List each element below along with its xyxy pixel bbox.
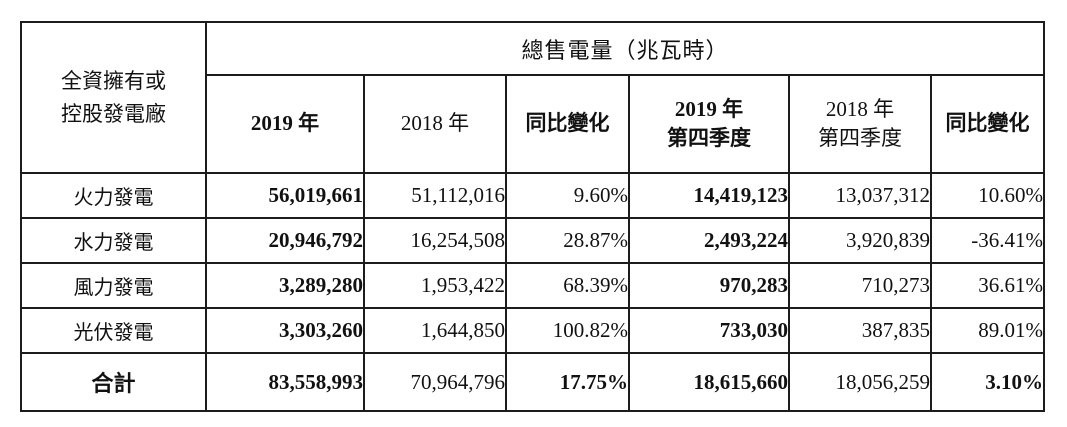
row-label-total: 合計 — [20, 352, 207, 412]
corner-header-line2: 控股發電廠 — [61, 101, 166, 126]
col-header-2018-label: 2018 年 — [400, 111, 470, 136]
col-header-2018-q4-line1: 2018 年 — [825, 96, 895, 121]
row-label-thermal: 火力發電 — [20, 172, 207, 219]
col-header-2019-q4: 2019 年 第四季度 — [628, 74, 790, 174]
cell-solar-2018q4: 387,835 — [788, 307, 932, 354]
cell-thermal-yoy: 9.60% — [505, 172, 630, 219]
col-header-2018-q4: 2018 年 第四季度 — [788, 74, 932, 174]
cell-solar-2018: 1,644,850 — [363, 307, 507, 354]
cell-hydro-2018: 16,254,508 — [363, 217, 507, 264]
row-wind-power: 風力發電 3,289,280 1,953,422 68.39% 970,283 … — [20, 262, 1046, 309]
cell-wind-2018: 1,953,422 — [363, 262, 507, 309]
cell-thermal-2019q4: 14,419,123 — [628, 172, 790, 219]
col-header-2019: 2019 年 — [205, 74, 365, 174]
cell-wind-2018q4: 710,273 — [788, 262, 932, 309]
col-header-yoy-annual-label: 同比變化 — [525, 111, 610, 136]
cell-solar-2019: 3,303,260 — [205, 307, 365, 354]
row-label-wind: 風力發電 — [20, 262, 207, 309]
column-header-row: 2019 年 2018 年 同比變化 2019 年 第四季度 2018 年 第四… — [21, 74, 1046, 174]
cell-solar-yoy-q4: 89.01% — [929, 307, 1046, 354]
cell-total-2019q4: 18,615,660 — [628, 352, 790, 412]
col-header-2019-label: 2019 年 — [250, 111, 320, 136]
cell-solar-2019q4: 733,030 — [628, 307, 790, 354]
row-thermal-power: 火力發電 56,019,661 51,112,016 9.60% 14,419,… — [20, 172, 1046, 219]
cell-wind-2019: 3,289,280 — [205, 262, 365, 309]
cell-thermal-yoy-q4: 10.60% — [929, 172, 1046, 219]
cell-thermal-2018: 51,112,016 — [363, 172, 507, 219]
cell-total-2018q4: 18,056,259 — [788, 352, 932, 412]
cell-thermal-2018q4: 13,037,312 — [788, 172, 932, 219]
cell-total-2019: 83,558,993 — [205, 352, 365, 412]
cell-hydro-yoy-q4: -36.41% — [929, 217, 1046, 264]
col-header-2019-q4-line1: 2019 年 — [674, 96, 744, 121]
cell-hydro-2018q4: 3,920,839 — [788, 217, 932, 264]
cell-hydro-yoy: 28.87% — [505, 217, 630, 264]
group-header-row: 全資擁有或 控股發電廠 總售電量（兆瓦時） — [20, 21, 1046, 174]
row-total: 合計 83,558,993 70,964,796 17.75% 18,615,6… — [20, 352, 1046, 412]
group-header-total-sales: 總售電量（兆瓦時） — [204, 21, 1046, 76]
row-hydro-power: 水力發電 20,946,792 16,254,508 28.87% 2,493,… — [20, 217, 1046, 264]
cell-wind-yoy-q4: 36.61% — [929, 262, 1046, 309]
cell-wind-yoy: 68.39% — [505, 262, 630, 309]
cell-wind-2019q4: 970,283 — [628, 262, 790, 309]
col-header-2018-q4-line2: 第四季度 — [818, 126, 902, 150]
cell-total-2018: 70,964,796 — [363, 352, 507, 412]
corner-header-plant: 全資擁有或 控股發電廠 — [20, 21, 207, 174]
col-header-yoy-annual: 同比變化 — [505, 74, 630, 174]
row-label-solar: 光伏發電 — [20, 307, 207, 354]
row-solar-power: 光伏發電 3,303,260 1,644,850 100.82% 733,030… — [20, 307, 1046, 354]
cell-hydro-2019: 20,946,792 — [205, 217, 365, 264]
cell-solar-yoy: 100.82% — [505, 307, 630, 354]
col-header-yoy-q4: 同比變化 — [929, 74, 1046, 174]
col-header-yoy-q4-label: 同比變化 — [945, 111, 1030, 136]
col-header-2019-q4-line2: 第四季度 — [667, 126, 751, 150]
row-label-hydro: 水力發電 — [20, 217, 207, 264]
corner-header-line1: 全資擁有或 — [61, 68, 166, 93]
cell-hydro-2019q4: 2,493,224 — [628, 217, 790, 264]
col-header-2018: 2018 年 — [363, 74, 507, 174]
cell-total-yoy: 17.75% — [505, 352, 630, 412]
cell-thermal-2019: 56,019,661 — [205, 172, 365, 219]
power-sales-table: 全資擁有或 控股發電廠 總售電量（兆瓦時） 2019 年 2018 年 同比變化… — [20, 21, 1046, 412]
cell-total-yoy-q4: 3.10% — [929, 352, 1046, 412]
